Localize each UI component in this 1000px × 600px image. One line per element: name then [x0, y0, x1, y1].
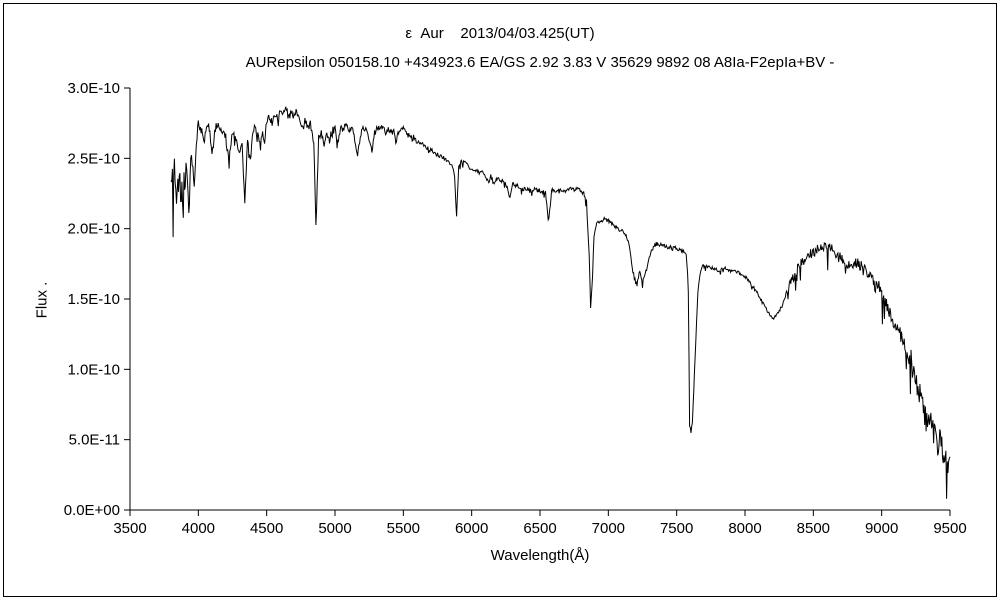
x-axis-label: Wavelength(Å) — [490, 547, 590, 564]
chart-frame — [3, 3, 997, 597]
y-tick-label: 1.0E-10 — [67, 361, 120, 378]
axes — [129, 88, 950, 511]
y-tick-label: 2.5E-10 — [67, 150, 120, 167]
x-tick-label: 3500 — [113, 520, 146, 537]
y-tick-label: 5.0E-11 — [69, 432, 120, 449]
x-tick-label: 8000 — [728, 520, 761, 537]
y-tick-label: 0.0E+00 — [64, 502, 120, 519]
x-tick-label: 7000 — [592, 520, 625, 537]
chart-subtitle: AURepsilon 050158.10 +434923.6 EA/GS 2.9… — [245, 54, 835, 71]
spectrum-line — [170, 106, 951, 499]
x-tick-label: 5500 — [387, 520, 420, 537]
x-tick-label: 4500 — [250, 520, 283, 537]
x-tick-label: 8500 — [797, 520, 830, 537]
x-tick-label: 6500 — [523, 520, 556, 537]
x-tick-label: 7500 — [660, 520, 693, 537]
x-tick-label: 9000 — [865, 520, 898, 537]
x-tick-label: 4000 — [182, 520, 215, 537]
x-tick-label: 9500 — [933, 520, 966, 537]
chart-title: ε Aur 2013/04/03.425(UT) — [405, 25, 595, 42]
y-tick-label: 3.0E-10 — [67, 80, 120, 97]
y-tick-label: 2.0E-10 — [67, 221, 120, 238]
y-tick-label: 1.5E-10 — [67, 291, 120, 308]
x-tick-label: 6000 — [455, 520, 488, 537]
x-tick-label: 5000 — [318, 520, 351, 537]
